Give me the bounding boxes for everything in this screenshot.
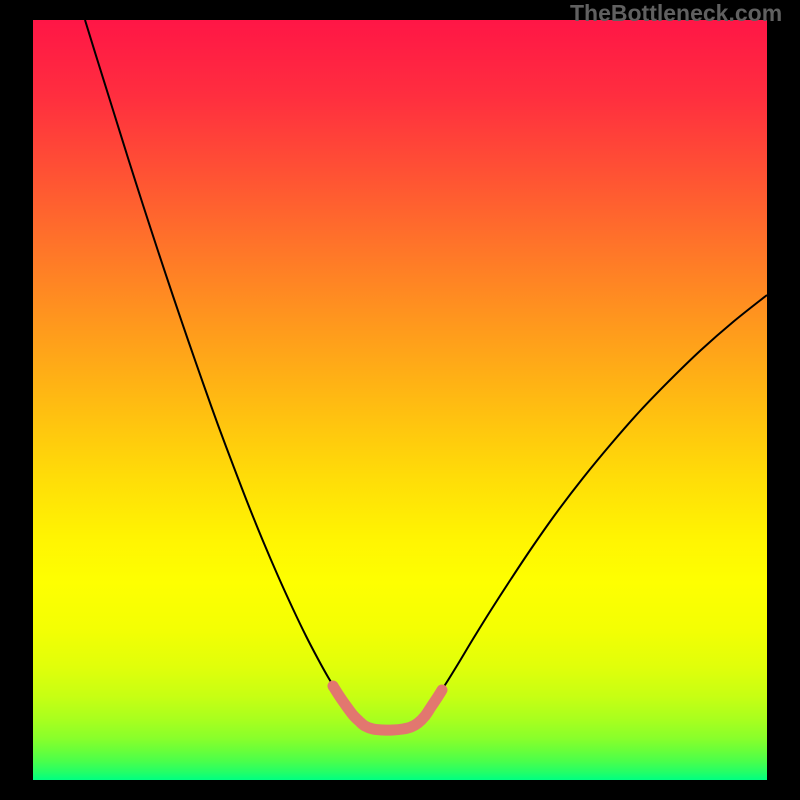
plot-area <box>33 20 767 780</box>
curve-left <box>85 20 349 710</box>
highlight-valley <box>333 686 442 730</box>
watermark-text: TheBottleneck.com <box>570 0 782 27</box>
curve-right <box>428 295 767 710</box>
chart-container: TheBottleneck.com <box>0 0 800 800</box>
curve-layer <box>33 20 767 780</box>
